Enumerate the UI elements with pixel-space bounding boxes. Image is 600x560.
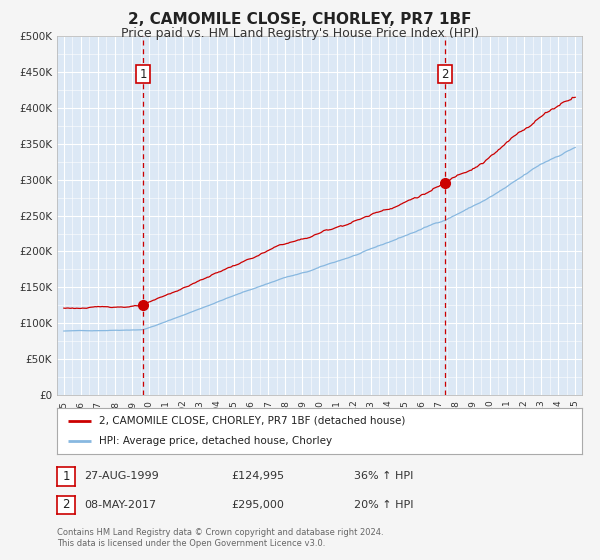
Text: 27-AUG-1999: 27-AUG-1999 (84, 472, 159, 481)
Text: Price paid vs. HM Land Registry's House Price Index (HPI): Price paid vs. HM Land Registry's House … (121, 27, 479, 40)
Text: 36% ↑ HPI: 36% ↑ HPI (354, 472, 413, 481)
Text: 2, CAMOMILE CLOSE, CHORLEY, PR7 1BF: 2, CAMOMILE CLOSE, CHORLEY, PR7 1BF (128, 12, 472, 27)
Text: 2, CAMOMILE CLOSE, CHORLEY, PR7 1BF (detached house): 2, CAMOMILE CLOSE, CHORLEY, PR7 1BF (det… (99, 416, 406, 426)
Text: 1: 1 (62, 470, 70, 483)
Text: 2: 2 (62, 498, 70, 511)
Text: HPI: Average price, detached house, Chorley: HPI: Average price, detached house, Chor… (99, 436, 332, 446)
Text: 20% ↑ HPI: 20% ↑ HPI (354, 500, 413, 510)
Text: 08-MAY-2017: 08-MAY-2017 (84, 500, 156, 510)
Text: 1: 1 (139, 68, 147, 81)
Text: £295,000: £295,000 (231, 500, 284, 510)
Text: £124,995: £124,995 (231, 472, 284, 481)
Text: Contains HM Land Registry data © Crown copyright and database right 2024.
This d: Contains HM Land Registry data © Crown c… (57, 528, 383, 548)
Text: 2: 2 (441, 68, 449, 81)
